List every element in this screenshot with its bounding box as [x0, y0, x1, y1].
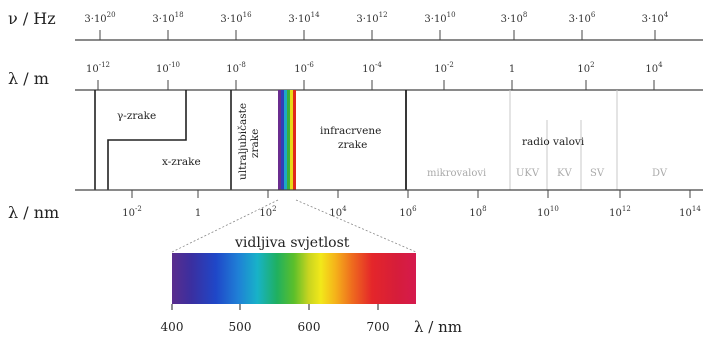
visible-spectrum-bar [172, 253, 416, 304]
wavelength-m-ticks: 10-12 10-10 10-8 10-6 10-4 10-2 1 102 104 [86, 61, 663, 90]
frequency-tick-label: 3·104 [642, 11, 669, 25]
wavelength-m-tick-label: 1 [509, 64, 515, 75]
visible-tick-label: 400 [161, 320, 184, 334]
kv-label: KV [557, 168, 572, 179]
frequency-tick-label: 3·1014 [288, 11, 320, 25]
region-boundaries [94, 90, 618, 190]
frequency-tick-label: 3·1016 [220, 11, 252, 25]
wavelength-nm-tick-label: 102 [259, 205, 276, 219]
visible-band-strip [278, 90, 296, 190]
frequency-axis-label: ν / Hz [8, 9, 56, 28]
wavelength-m-axis-label: λ / m [8, 69, 49, 88]
xray-label: x-zrake [162, 156, 201, 168]
wavelength-nm-tick-label: 104 [329, 205, 347, 219]
wavelength-m-tick-label: 10-6 [294, 61, 314, 75]
frequency-ticks: 3·1020 3·1018 3·1016 3·1014 3·1012 3·1010 3·10… [84, 11, 669, 40]
wavelength-m-tick-label: 10-12 [86, 61, 110, 75]
wavelength-m-tick-label: 10-4 [362, 61, 382, 75]
uv-label-line2: zrake [249, 129, 261, 158]
frequency-tick-label: 3·1012 [356, 11, 387, 25]
wavelength-nm-tick-label: 1012 [609, 205, 631, 219]
ukv-label: UKV [516, 168, 540, 179]
gamma-label: γ-zrake [117, 110, 156, 122]
zoom-line-right [295, 199, 417, 253]
visible-unit-label: λ / nm [414, 318, 462, 336]
frequency-tick-label: 3·106 [569, 11, 596, 25]
visible-light-title: vidljiva svjetlost [234, 235, 350, 251]
wavelength-m-tick-label: 10-8 [226, 61, 246, 75]
wavelength-nm-tick-label: 106 [399, 205, 417, 219]
frequency-tick-label: 3·108 [501, 11, 528, 25]
wavelength-m-tick-label: 10-10 [156, 61, 180, 75]
dv-label: DV [652, 168, 668, 179]
radio-label: radio valovi [522, 136, 585, 148]
wavelength-m-tick-label: 102 [577, 61, 594, 75]
ir-label-line2: zrake [338, 139, 367, 151]
wavelength-nm-axis-label: λ / nm [8, 203, 59, 222]
visible-tick-label: 700 [367, 320, 390, 334]
visible-ticks: 400 500 600 700 [161, 304, 390, 334]
wavelength-nm-tick-label: 10-2 [122, 205, 142, 219]
ir-label-line1: infracrvene [320, 125, 381, 137]
wavelength-m-tick-label: 104 [645, 61, 663, 75]
visible-tick-label: 600 [298, 320, 321, 334]
gamma-xray-boundary [107, 90, 187, 190]
wavelength-nm-tick-label: 1010 [537, 205, 559, 219]
wavelength-nm-tick-label: 108 [469, 205, 486, 219]
wavelength-nm-tick-label: 1 [195, 208, 201, 219]
frequency-tick-label: 3·1018 [152, 11, 183, 25]
wavelength-nm-tick-label: 1014 [679, 205, 701, 219]
sv-label: SV [590, 168, 605, 179]
visible-tick-label: 500 [229, 320, 252, 334]
microwave-label: mikrovalovi [427, 168, 486, 179]
wavelength-nm-ticks: 10-2 1 102 104 106 108 1010 1012 1014 [122, 190, 701, 219]
frequency-tick-label: 3·1010 [424, 11, 455, 25]
frequency-tick-label: 3·1020 [84, 11, 115, 25]
uv-label-line1: ultraljubičaste [236, 103, 249, 180]
wavelength-m-tick-label: 10-2 [434, 61, 454, 75]
